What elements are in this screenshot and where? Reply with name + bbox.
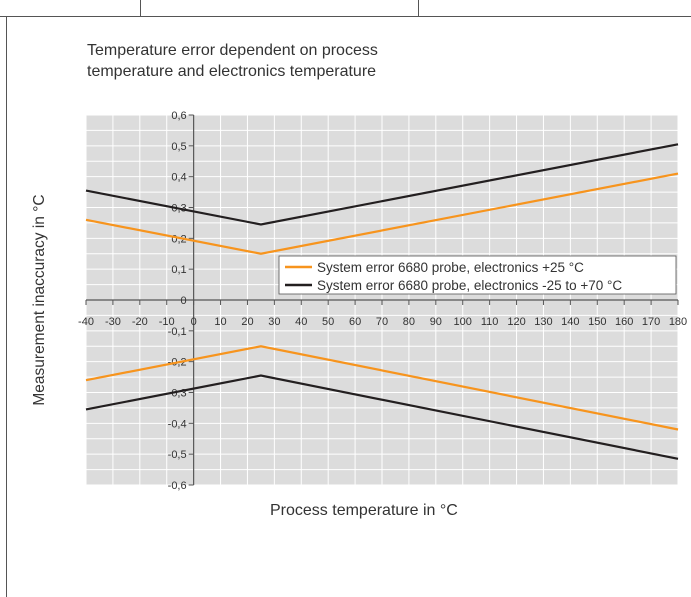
x-tick-label: 70 xyxy=(376,316,388,328)
x-tick-label: 0 xyxy=(191,316,197,328)
y-tick-label: -0,4 xyxy=(168,418,187,430)
x-tick-label: -40 xyxy=(78,316,94,328)
x-tick-label: 150 xyxy=(588,316,606,328)
x-tick-label: 100 xyxy=(454,316,472,328)
y-tick-label: -0,5 xyxy=(168,449,187,461)
x-tick-label: 180 xyxy=(669,316,687,328)
frame-horizontal-line xyxy=(0,16,691,17)
document-frame-left xyxy=(6,17,7,597)
y-tick-label: 0 xyxy=(181,295,187,307)
x-tick-label: 140 xyxy=(561,316,579,328)
series-line xyxy=(85,143,679,226)
series-line xyxy=(85,374,679,460)
x-tick-label: 60 xyxy=(349,316,361,328)
x-tick-label: 80 xyxy=(403,316,415,328)
x-tick-label: 10 xyxy=(214,316,226,328)
y-tick-label: 0,5 xyxy=(171,141,186,153)
chart-title: Temperature error dependent on process t… xyxy=(87,40,507,82)
x-tick-label: 30 xyxy=(268,316,280,328)
legend-label: System error 6680 probe, electronics -25… xyxy=(317,278,622,293)
x-tick-label: 90 xyxy=(430,316,442,328)
frame-divider xyxy=(140,0,141,17)
y-tick-label: 0,1 xyxy=(171,264,186,276)
document-frame-top xyxy=(0,0,691,18)
y-tick-label: 0,4 xyxy=(171,172,186,184)
x-tick-label: 40 xyxy=(295,316,307,328)
chart-title-line: Temperature error dependent on process xyxy=(87,42,378,59)
x-tick-label: -30 xyxy=(105,316,121,328)
frame-divider xyxy=(418,0,419,17)
x-tick-label: 170 xyxy=(642,316,660,328)
y-tick-label: 0,6 xyxy=(171,110,186,122)
x-axis-label: Process temperature in °C xyxy=(270,502,458,519)
series-line xyxy=(85,345,679,431)
x-tick-label: 20 xyxy=(241,316,253,328)
series-line xyxy=(85,172,679,255)
x-tick-label: 50 xyxy=(322,316,334,328)
chart-title-line: temperature and electronics temperature xyxy=(87,63,377,80)
y-tick-label: -0,1 xyxy=(168,326,187,338)
x-tick-label: 110 xyxy=(481,316,499,328)
y-tick-label: -0,6 xyxy=(168,480,187,492)
x-tick-label: 120 xyxy=(507,316,525,328)
x-tick-label: 130 xyxy=(534,316,552,328)
x-tick-label: -20 xyxy=(132,316,148,328)
x-tick-label: 160 xyxy=(615,316,633,328)
legend-box xyxy=(278,255,677,295)
x-tick-label: -10 xyxy=(159,316,175,328)
legend-label: System error 6680 probe, electronics +25… xyxy=(317,260,584,275)
